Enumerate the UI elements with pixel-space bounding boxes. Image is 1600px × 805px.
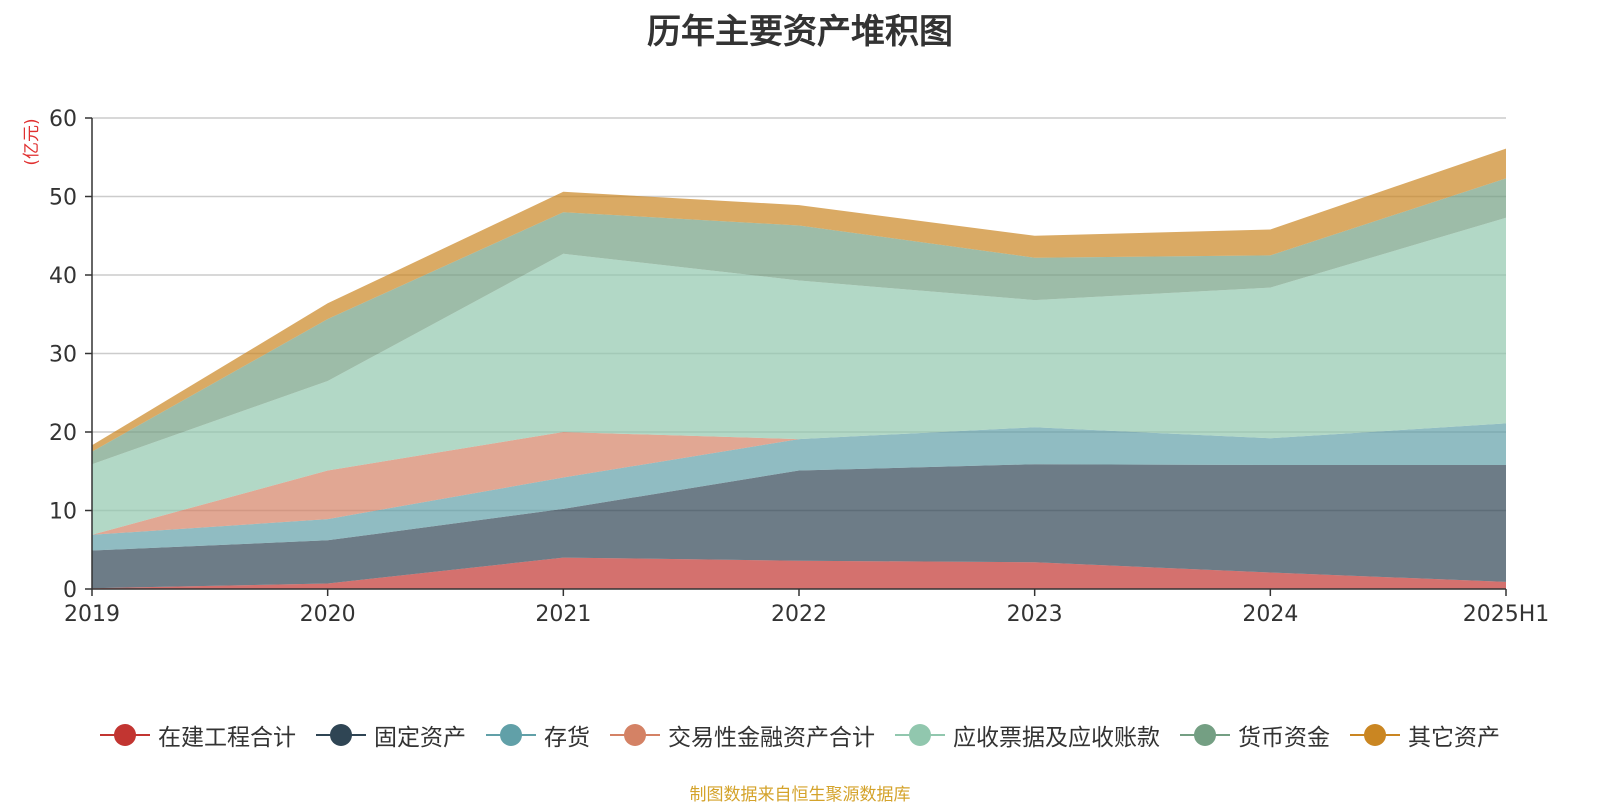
area-series-应收票据及应收账款 xyxy=(92,217,1506,535)
y-tick-label: 50 xyxy=(49,186,77,211)
area-series-货币资金 xyxy=(92,178,1506,465)
stacked-areas xyxy=(92,148,1506,589)
x-tick-label: 2020 xyxy=(300,602,356,627)
legend-marker-icon xyxy=(486,723,536,747)
legend-item[interactable]: 在建工程合计 xyxy=(100,718,296,752)
legend-marker-icon xyxy=(100,723,150,747)
legend-dot xyxy=(114,724,136,746)
x-tick-label: 2022 xyxy=(771,602,827,627)
legend-item[interactable]: 存货 xyxy=(486,718,590,752)
x-tick-label: 2023 xyxy=(1007,602,1063,627)
area-series-存货 xyxy=(92,423,1506,551)
legend-item[interactable]: 交易性金融资产合计 xyxy=(610,718,875,752)
x-tick-label: 2025H1 xyxy=(1463,602,1550,627)
legend-dot xyxy=(330,724,352,746)
legend-marker-icon xyxy=(1350,723,1400,747)
legend-marker-icon xyxy=(610,723,660,747)
legend-label: 其它资产 xyxy=(1408,725,1500,751)
legend-dot xyxy=(500,724,522,746)
legend-dot xyxy=(1194,724,1216,746)
y-tick-label: 30 xyxy=(49,343,77,368)
y-axis-unit-label: (亿元) xyxy=(22,118,42,165)
legend-label: 在建工程合计 xyxy=(158,725,296,751)
legend-marker-icon xyxy=(316,723,366,747)
y-tick-label: 40 xyxy=(49,264,77,289)
legend-label: 固定资产 xyxy=(374,725,466,751)
legend-label: 交易性金融资产合计 xyxy=(668,725,875,751)
legend-label: 存货 xyxy=(544,725,590,751)
source-note: 制图数据来自恒生聚源数据库 xyxy=(689,785,911,805)
area-series-在建工程合计 xyxy=(92,557,1506,589)
legend-marker-icon xyxy=(895,723,945,747)
area-series-其它资产 xyxy=(92,148,1506,452)
x-tick-label: 2021 xyxy=(535,602,591,627)
y-tick-label: 20 xyxy=(49,421,77,446)
area-series-固定资产 xyxy=(92,464,1506,589)
x-tick-label: 2019 xyxy=(64,602,120,627)
legend-item[interactable]: 货币资金 xyxy=(1180,718,1330,752)
legend-dot xyxy=(1364,724,1386,746)
chart-title: 历年主要资产堆积图 xyxy=(647,12,953,52)
legend-dot xyxy=(909,724,931,746)
legend: 在建工程合计 固定资产 存货 交易性金融资产合计 应收票据及应收账款 货币资金 其它资产 xyxy=(0,718,1600,752)
legend-dot xyxy=(624,724,646,746)
legend-label: 货币资金 xyxy=(1238,725,1330,751)
y-tick-label: 60 xyxy=(49,107,77,132)
y-tick-label: 10 xyxy=(49,500,77,525)
legend-item[interactable]: 其它资产 xyxy=(1350,718,1500,752)
x-tick-label: 2024 xyxy=(1242,602,1298,627)
legend-marker-icon xyxy=(1180,723,1230,747)
axes: 0 10 20 30 40 50 60 2019 2020 2021 2022 2023 2024 202… xyxy=(49,107,1549,627)
legend-item[interactable]: 应收票据及应收账款 xyxy=(895,718,1160,752)
legend-item[interactable]: 固定资产 xyxy=(316,718,466,752)
legend-label: 应收票据及应收账款 xyxy=(953,725,1160,751)
y-tick-label: 0 xyxy=(63,578,77,603)
